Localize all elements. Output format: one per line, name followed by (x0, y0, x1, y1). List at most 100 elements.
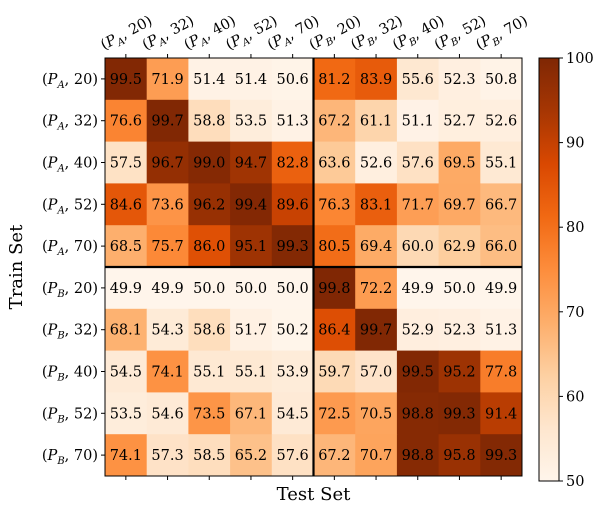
cell-value-label: 72.5 (318, 406, 350, 422)
heatmap-cell (105, 141, 148, 184)
heatmap-cell (396, 392, 439, 435)
cell-value-label: 86.0 (193, 239, 225, 255)
heatmap-cell (146, 308, 189, 351)
colorbar-tick-label: 50 (566, 474, 584, 490)
heatmap-cell (438, 141, 481, 184)
heatmap-cell (396, 225, 439, 268)
heatmap-cell (105, 308, 148, 351)
cell-value-label: 49.9 (402, 281, 434, 297)
cell-value-label: 49.9 (110, 281, 142, 297)
cell-value-label: 55.1 (235, 365, 267, 381)
y-tick-label: (PB, 52) (42, 406, 98, 425)
y-tick-label: (PA, 52) (42, 197, 98, 216)
heatmap-cell (480, 392, 523, 435)
heatmap-cell (105, 225, 148, 268)
heatmap-cells (105, 58, 523, 477)
cell-value-label: 95.1 (235, 239, 267, 255)
cell-value-label: 99.5 (110, 72, 142, 88)
heatmap-cell (188, 183, 231, 226)
heatmap-value-labels: 99.5 71.9 51.4 51.4 50.6 81.2 83.9 55.6 52.3 50.8… (110, 72, 518, 464)
heatmap-cell (188, 308, 231, 351)
cell-value-label: 52.3 (443, 323, 475, 339)
cell-value-label: 94.7 (235, 156, 267, 172)
heatmap-cell (230, 58, 273, 101)
colorbar-tick-label: 60 (566, 389, 584, 405)
heatmap-cell (480, 225, 523, 268)
heatmap-cell (396, 141, 439, 184)
heatmap-cell (438, 183, 481, 226)
heatmap-cell (313, 58, 356, 101)
cell-value-label: 50.0 (443, 281, 475, 297)
cell-value-label: 51.3 (485, 323, 517, 339)
cell-value-label: 52.6 (360, 156, 392, 172)
cell-value-label: 50.6 (277, 72, 309, 88)
cell-value-label: 99.7 (360, 323, 392, 339)
cell-value-label: 53.5 (110, 406, 142, 422)
heatmap-cell (146, 58, 189, 101)
cell-value-label: 57.0 (360, 365, 392, 381)
cell-value-label: 86.4 (318, 323, 350, 339)
heatmap-cell (313, 308, 356, 351)
cell-value-label: 52.6 (485, 114, 517, 130)
heatmap-cell (188, 141, 231, 184)
cell-value-label: 57.5 (110, 156, 142, 172)
heatmap-cell (271, 99, 314, 142)
heatmap-cell (271, 392, 314, 435)
cell-value-label: 52.9 (402, 323, 434, 339)
colorbar-tick-label: 100 (566, 51, 594, 67)
cell-value-label: 55.1 (485, 156, 517, 172)
heatmap-cell (355, 225, 398, 268)
cell-value-label: 62.9 (443, 239, 475, 255)
cell-value-label: 77.8 (485, 365, 517, 381)
cell-value-label: 63.6 (318, 156, 350, 172)
heatmap-cell (438, 350, 481, 393)
cell-value-label: 58.8 (193, 114, 225, 130)
cell-value-label: 99.3 (277, 239, 309, 255)
heatmap-cell (355, 308, 398, 351)
heatmap-cell (396, 99, 439, 142)
colorbar-tick-label: 80 (566, 220, 584, 236)
heatmap-cell (355, 58, 398, 101)
cell-value-label: 55.6 (402, 72, 434, 88)
heatmap-cell (188, 99, 231, 142)
heatmap-cell (355, 350, 398, 393)
cell-value-label: 58.6 (193, 323, 225, 339)
heatmap-cell (271, 58, 314, 101)
y-tick-label: (PA, 70) (42, 239, 98, 258)
heatmap-cell (230, 308, 273, 351)
heatmap-cell (313, 434, 356, 477)
y-tick-label: (PB, 32) (42, 323, 98, 342)
heatmap-cell (188, 434, 231, 477)
cell-value-label: 99.3 (485, 448, 517, 464)
cell-value-label: 50.0 (193, 281, 225, 297)
cell-value-label: 59.7 (318, 365, 350, 381)
cell-value-label: 83.9 (360, 72, 392, 88)
heatmap-cell (396, 58, 439, 101)
cell-value-label: 51.7 (235, 323, 267, 339)
cell-value-label: 54.3 (151, 323, 183, 339)
cell-value-label: 70.5 (360, 406, 392, 422)
heatmap-cell (230, 99, 273, 142)
heatmap-cell (438, 267, 481, 310)
heatmap-cell (355, 141, 398, 184)
heatmap-cell (146, 392, 189, 435)
cell-value-label: 65.2 (235, 448, 267, 464)
heatmap-cell (105, 267, 148, 310)
cell-value-label: 57.6 (402, 156, 434, 172)
cell-value-label: 67.2 (318, 114, 350, 130)
colorbar-bar (538, 57, 560, 482)
heatmap-cell (396, 434, 439, 477)
heatmap-cell (438, 99, 481, 142)
heatmap-cell (313, 141, 356, 184)
heatmap-cell (396, 267, 439, 310)
cell-value-label: 50.8 (485, 72, 517, 88)
cell-value-label: 73.6 (151, 197, 183, 213)
cell-value-label: 51.1 (402, 114, 434, 130)
heatmap-cell (438, 225, 481, 268)
cell-value-label: 51.3 (277, 114, 309, 130)
cell-value-label: 98.8 (402, 406, 434, 422)
cell-value-label: 66.7 (485, 197, 517, 213)
cell-value-label: 95.8 (443, 448, 475, 464)
cell-value-label: 89.6 (277, 197, 309, 213)
heatmap-cell (105, 58, 148, 101)
